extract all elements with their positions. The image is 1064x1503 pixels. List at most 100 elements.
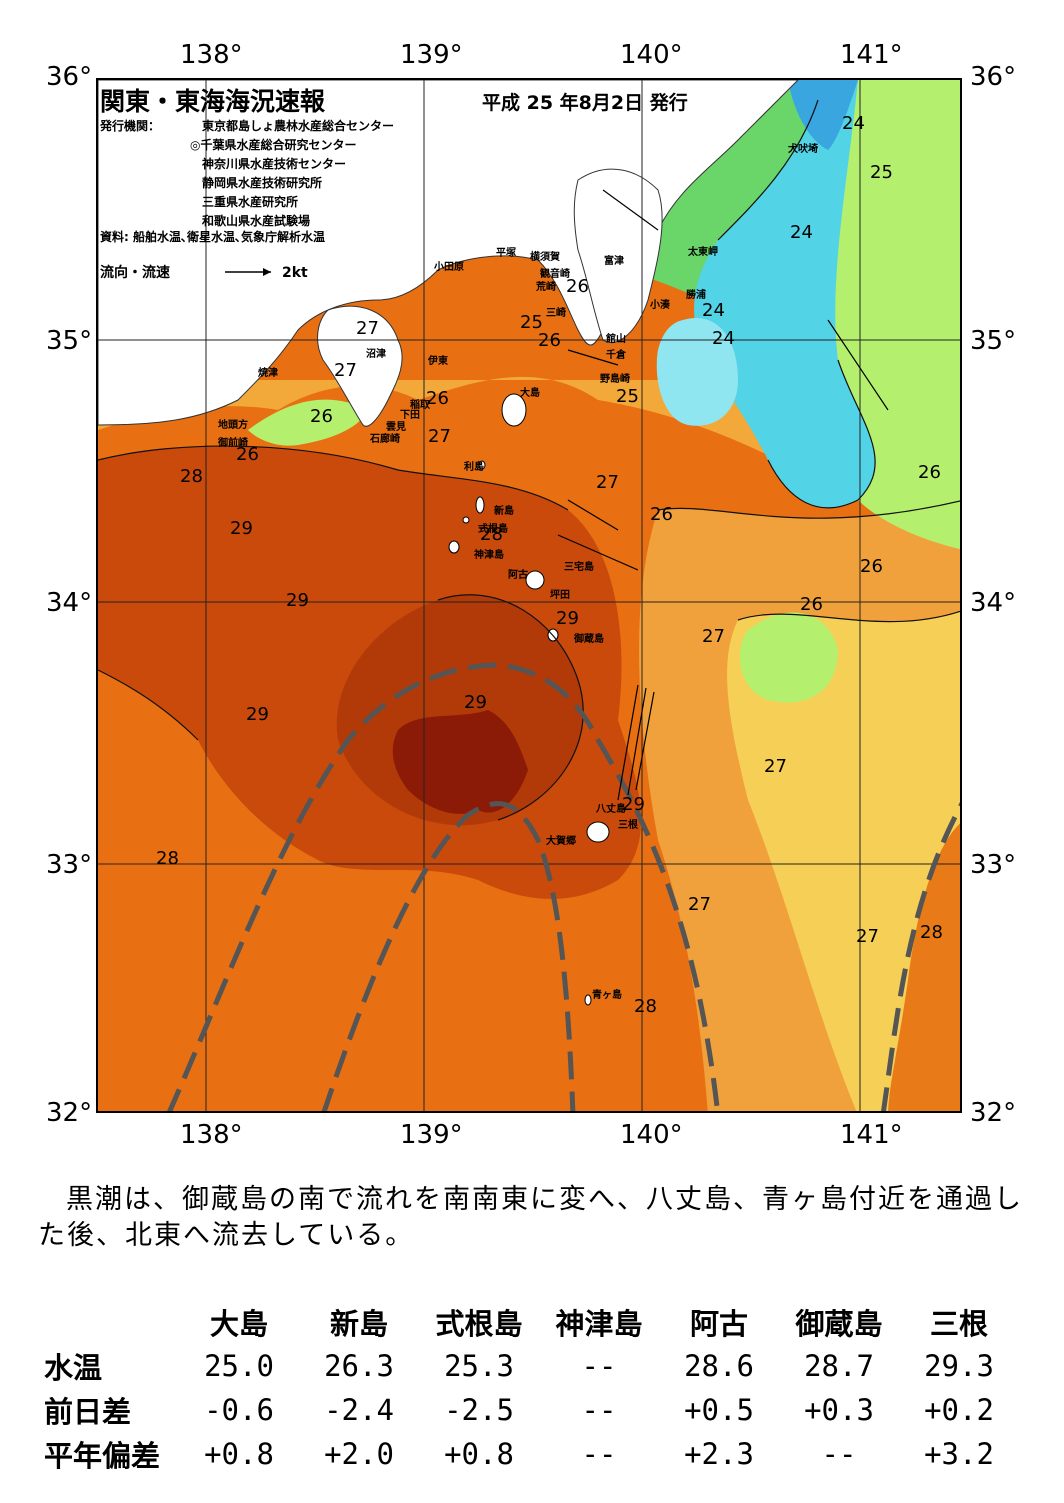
isotherm-label: 28 [156, 848, 179, 869]
lat-tick-left-36: 36° [46, 62, 93, 92]
place-label: 横須賀 [530, 252, 560, 263]
boso-peninsula-land [573, 168, 663, 343]
flow-legend-label: 流向・流速 [100, 265, 170, 281]
table-cell: 26.3 [324, 1349, 394, 1383]
place-label: 御前崎 [218, 438, 248, 449]
isotherm-label: 24 [702, 300, 725, 321]
suruga-green-patch [248, 399, 368, 446]
mid-east-green-patch [739, 612, 838, 703]
isotherm-label: 26 [860, 556, 883, 577]
lon-tick-top-140: 140° [620, 40, 683, 70]
oshima-island [501, 393, 527, 427]
toshima-island [478, 460, 486, 470]
place-label: 大島 [520, 388, 540, 399]
column-header: 式根島 [435, 1307, 523, 1341]
miyakejima-island [525, 570, 545, 590]
table-cell: -2.5 [444, 1393, 514, 1427]
agency-list: 東京都島しょ農林水産総合センター ◎千葉県水産総合研究センター 神奈川県水産技術… [190, 117, 394, 231]
agency-item: 三重県水産研究所 [202, 195, 299, 209]
place-label: 富津 [604, 256, 624, 267]
isotherm-label: 28 [634, 996, 657, 1017]
place-label: 新島 [494, 506, 514, 517]
isotherm-label: 27 [356, 318, 379, 339]
isotherm-label: 29 [246, 704, 269, 725]
niijima-island [475, 496, 485, 514]
lon-tick-top-141: 141° [840, 40, 903, 70]
table-row: 前日差 -0.6 -2.4 -2.5 -- +0.5 +0.3 +0.2 [38, 1388, 1019, 1432]
place-label: 三根 [618, 820, 638, 831]
lat-tick-left-32: 32° [46, 1098, 93, 1128]
sea-temperature-map [96, 78, 962, 1113]
table-cell: 28.6 [684, 1349, 754, 1383]
lon-tick-top-139: 139° [400, 40, 463, 70]
table-header-row: 大島 新島 式根島 神津島 阿古 御蔵島 三根 [38, 1300, 1019, 1344]
place-label: 伊東 [428, 356, 448, 367]
isotherm-label: 29 [230, 518, 253, 539]
place-label: 阿古 [508, 570, 528, 581]
place-label: 太東岬 [688, 247, 718, 258]
place-label: 沼津 [366, 349, 386, 360]
isotherm-label: 26 [566, 276, 589, 297]
place-label: 小湊 [650, 300, 670, 311]
agency-item: 東京都島しょ農林水産総合センター [202, 119, 395, 133]
column-header: 大島 [209, 1307, 268, 1341]
isotherm-label: 25 [870, 162, 893, 183]
kuroshio-outer-path [167, 662, 601, 1111]
place-label: 利島 [464, 462, 484, 473]
place-label: 観音崎 [540, 269, 570, 280]
place-label: 犬吠埼 [788, 144, 818, 155]
isotherm-label: 27 [688, 894, 711, 915]
lat-tick-left-35: 35° [46, 326, 93, 356]
place-label: 神津島 [474, 550, 504, 561]
lat-tick-right-35: 35° [970, 326, 1017, 356]
lat-tick-right-36: 36° [970, 62, 1017, 92]
agency-item: ◎千葉県水産総合研究センター [190, 138, 357, 152]
place-label: 平塚 [496, 248, 516, 259]
place-label: 石廊崎 [370, 434, 400, 445]
column-header: 阿古 [689, 1307, 748, 1341]
isotherm-label: 26 [310, 406, 333, 427]
place-label: 青ヶ島 [592, 990, 622, 1001]
lat-tick-left-33: 33° [46, 850, 93, 880]
place-label: 三崎 [546, 308, 566, 319]
lat-tick-left-34: 34° [46, 588, 93, 618]
place-label: 千倉 [606, 350, 626, 361]
isotherm-label: 28 [920, 922, 943, 943]
honshu-land [98, 80, 799, 426]
izu-peninsula-land [317, 305, 403, 427]
place-label: 小田原 [434, 262, 464, 273]
place-label: 八丈島 [596, 804, 626, 815]
place-label: 館山 [606, 334, 626, 345]
hottest-water-core [392, 710, 528, 814]
table-row: 平年偏差 +0.8 +2.0 +0.8 -- +2.3 -- +3.2 [38, 1432, 1019, 1476]
table-corner [38, 1300, 179, 1344]
isotherm-label: 29 [286, 590, 309, 611]
table-cell: 28.7 [804, 1349, 874, 1383]
isotherm-label: 26 [650, 504, 673, 525]
row-header: 平年偏差 [44, 1439, 161, 1473]
isotherm-label: 27 [702, 626, 725, 647]
isotherm-label: 26 [538, 330, 561, 351]
table-cell: 25.0 [204, 1349, 274, 1383]
isotherm-label: 29 [464, 692, 487, 713]
lon-tick-bottom-140: 140° [620, 1120, 683, 1150]
table-cell: -- [581, 1437, 617, 1471]
table-cell: +0.8 [444, 1437, 514, 1471]
aogashima-island [584, 994, 592, 1006]
isotherm-label: 24 [712, 328, 735, 349]
table-cell: +3.2 [924, 1437, 994, 1471]
row-header: 水温 [44, 1351, 103, 1385]
lon-tick-bottom-139: 139° [400, 1120, 463, 1150]
place-label: 雲見 [386, 422, 406, 433]
lon-tick-bottom-138: 138° [180, 1120, 243, 1150]
table-cell: -- [821, 1437, 857, 1471]
row-header: 前日差 [44, 1395, 132, 1429]
table-cell: +2.0 [324, 1437, 394, 1471]
isotherm-label: 27 [596, 472, 619, 493]
isotherm-label: 26 [800, 594, 823, 615]
isotherm-label: 27 [856, 926, 879, 947]
lat-tick-right-32: 32° [970, 1098, 1017, 1128]
isotherm-label: 27 [428, 426, 451, 447]
place-label: 大賀郷 [546, 836, 576, 847]
table-cell: 25.3 [444, 1349, 514, 1383]
